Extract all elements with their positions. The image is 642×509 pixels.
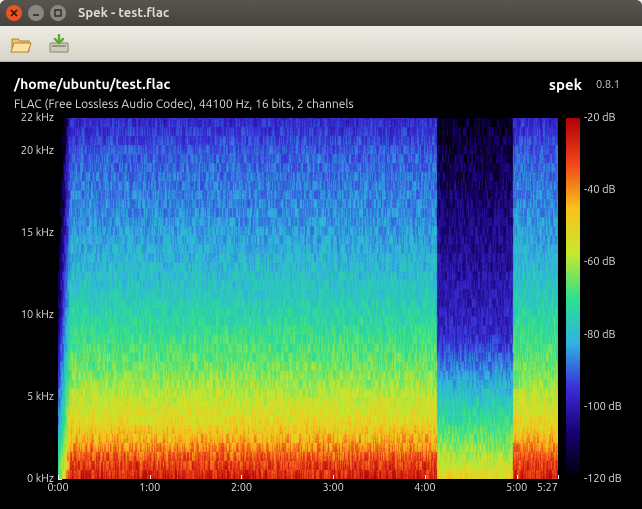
y-tick-label: 20 kHz bbox=[21, 145, 54, 157]
close-icon[interactable] bbox=[6, 5, 22, 21]
minimize-icon[interactable] bbox=[28, 5, 44, 21]
colorbar-tick-label: -20 dB bbox=[584, 112, 616, 124]
spectrogram-canvas bbox=[58, 118, 558, 479]
toolbar bbox=[0, 26, 642, 62]
x-tick-label: 3:00 bbox=[323, 482, 344, 494]
y-tick-label: 10 kHz bbox=[21, 309, 54, 321]
format-line: FLAC (Free Lossless Audio Codec), 44100 … bbox=[14, 98, 628, 111]
x-tick-label: 4:00 bbox=[414, 482, 435, 494]
x-tick-label: 1:00 bbox=[139, 482, 160, 494]
save-button[interactable] bbox=[44, 30, 74, 58]
x-tick-label: 5:00 bbox=[506, 482, 527, 494]
save-icon bbox=[48, 34, 70, 54]
app-window: Spek - test.flac /home/ubuntu/test.flac … bbox=[0, 0, 642, 509]
colorbar: -20 dB-40 dB-60 dB-80 dB-100 dB-120 dB bbox=[558, 118, 628, 479]
colorbar-tick-label: -80 dB bbox=[584, 329, 616, 341]
maximize-icon[interactable] bbox=[50, 5, 66, 21]
colorbar-tick-label: -60 dB bbox=[584, 256, 616, 268]
colorbar-tick-label: -120 dB bbox=[584, 473, 622, 485]
y-tick-label: 15 kHz bbox=[21, 227, 54, 239]
window-title: Spek - test.flac bbox=[78, 6, 169, 20]
y-axis: 0 kHz5 kHz10 kHz15 kHz20 kHz22 kHz bbox=[14, 118, 58, 479]
titlebar[interactable]: Spek - test.flac bbox=[0, 0, 642, 26]
colorbar-gradient bbox=[566, 118, 580, 479]
colorbar-tick-label: -100 dB bbox=[584, 401, 622, 413]
colorbar-tick-label: -40 dB bbox=[584, 184, 616, 196]
x-axis: 0:001:002:003:004:005:005:27 bbox=[58, 479, 558, 499]
spectrogram-plot: 0 kHz5 kHz10 kHz15 kHz20 kHz22 kHz 0:001… bbox=[14, 118, 628, 499]
content-area: /home/ubuntu/test.flac spek 0.8.1 FLAC (… bbox=[0, 62, 642, 509]
y-tick-label: 5 kHz bbox=[27, 391, 54, 403]
file-path: /home/ubuntu/test.flac bbox=[14, 76, 628, 92]
x-tick-label: 5:27 bbox=[537, 482, 558, 494]
open-folder-icon bbox=[10, 34, 32, 54]
x-tick-label: 2:00 bbox=[231, 482, 252, 494]
y-tick-label: 22 kHz bbox=[21, 112, 54, 124]
x-tick-label: 0:00 bbox=[47, 482, 68, 494]
brand-name: spek bbox=[549, 76, 582, 93]
brand-version: 0.8.1 bbox=[596, 79, 620, 91]
spectrogram-canvas-wrap bbox=[58, 118, 558, 479]
open-button[interactable] bbox=[6, 30, 36, 58]
